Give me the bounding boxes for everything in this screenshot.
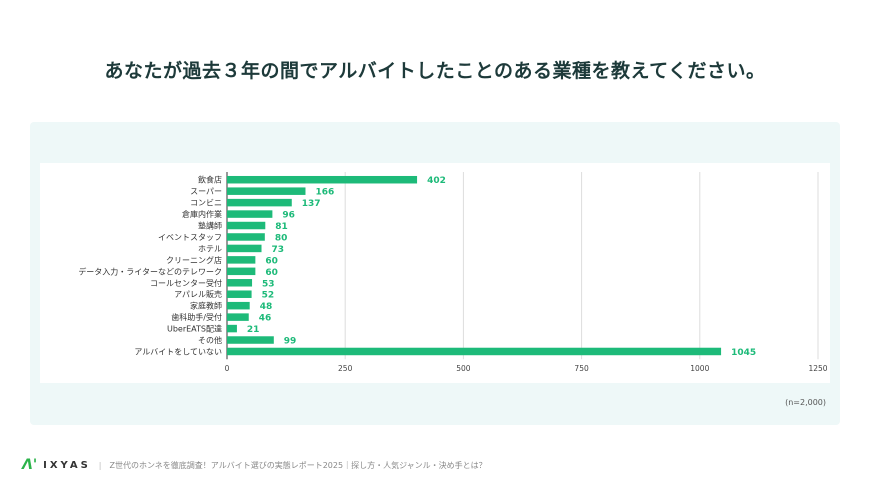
bar — [227, 336, 274, 344]
data-label: 46 — [259, 314, 272, 324]
data-label: 80 — [275, 233, 288, 243]
x-tick-label: 250 — [338, 364, 353, 373]
x-tick-label: 1250 — [808, 364, 827, 373]
x-tick-label: 0 — [225, 364, 230, 373]
bar — [227, 210, 273, 218]
category-label: 歯科助手/受付 — [171, 312, 222, 322]
data-label: 1045 — [731, 348, 756, 358]
bar — [227, 267, 256, 276]
category-label: コールセンター受付 — [150, 278, 222, 288]
category-label: データ入力・ライターなどのテレワーク — [78, 266, 222, 276]
footer-text: Z世代のホンネを徹底調査！アルバイト選びの実態レポート2025｜探し方・人気ジャ… — [109, 460, 487, 470]
bar — [227, 175, 418, 184]
footer: Λ' IXYAS | Z世代のホンネを徹底調査！アルバイト選びの実態レポート202… — [22, 457, 487, 473]
data-label: 166 — [315, 188, 334, 198]
bar — [227, 301, 250, 310]
bar — [227, 221, 266, 230]
bar — [227, 256, 256, 264]
category-label: イベントスタッフ — [158, 233, 222, 242]
category-label: 塾講師 — [198, 221, 222, 231]
category-label: スーパー — [190, 187, 222, 196]
bar — [227, 233, 265, 241]
category-label: 飲食店 — [198, 175, 222, 185]
data-label: 60 — [265, 268, 278, 278]
category-label: アパレル販売 — [174, 289, 222, 299]
data-label: 60 — [265, 256, 278, 266]
data-label: 99 — [284, 337, 297, 347]
logo: Λ' IXYAS — [22, 457, 91, 473]
data-label: 81 — [275, 222, 288, 232]
data-label: 21 — [247, 325, 260, 335]
bar — [227, 313, 249, 321]
data-label: 96 — [282, 211, 295, 221]
data-label: 402 — [427, 176, 446, 186]
bar — [227, 198, 292, 207]
bar — [227, 279, 253, 287]
x-tick-label: 750 — [574, 364, 589, 373]
category-label: 倉庫内作業 — [182, 209, 222, 219]
chart-area — [40, 163, 830, 383]
data-label: 137 — [302, 199, 321, 209]
logo-mark-icon: Λ' — [22, 457, 38, 473]
sample-size-note: (n=2,000) — [785, 398, 826, 407]
x-tick-label: 1000 — [690, 364, 709, 373]
data-label: 52 — [262, 291, 275, 301]
category-label: コンビニ — [190, 199, 222, 208]
data-label: 48 — [260, 302, 273, 312]
bar — [227, 187, 306, 195]
bar — [227, 324, 237, 333]
x-tick-label: 500 — [456, 364, 471, 373]
logo-text: IXYAS — [43, 459, 91, 471]
category-label: アルバイトをしていない — [134, 347, 222, 356]
data-label: 73 — [272, 245, 285, 255]
bar — [227, 347, 722, 356]
category-label: 家庭教師 — [190, 301, 222, 311]
category-label: ホテル — [198, 244, 222, 253]
category-label: その他 — [198, 335, 222, 345]
data-label: 53 — [262, 279, 275, 289]
page-title: あなたが過去３年の間でアルバイトしたことのある業種を教えてください。 — [104, 60, 766, 82]
bar — [227, 244, 262, 253]
category-label: UberEATS配達 — [167, 324, 222, 334]
category-label: クリーニング店 — [166, 255, 222, 265]
divider: | — [98, 460, 102, 470]
bar — [227, 290, 252, 298]
